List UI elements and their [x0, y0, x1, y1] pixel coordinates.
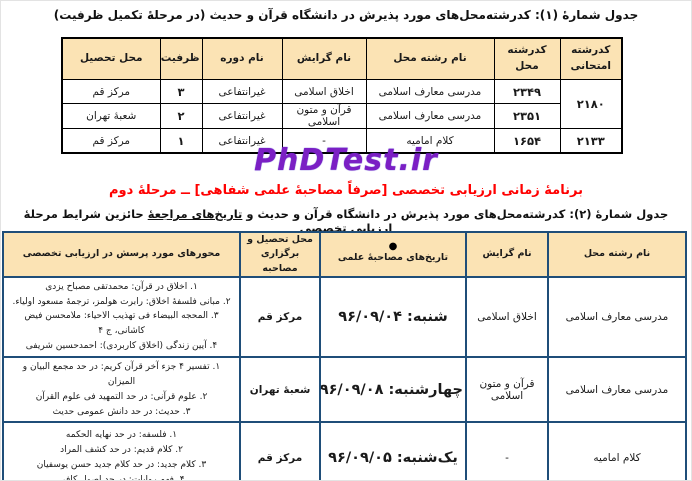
location-cell: شعبهٔ تهران — [61, 103, 161, 129]
location-cell: مرکز قم — [61, 79, 161, 104]
location-cell: مرکز قم — [239, 421, 321, 480]
topic-line: ۳. حدیث: در حد دانش عمومی حدیث — [52, 406, 191, 417]
topic-line: ۴. فهم روایات: در حد اصول کافی — [58, 474, 185, 481]
branch-cell: - — [281, 128, 367, 154]
course-cell: غیرانتفاعی — [201, 103, 283, 129]
topic-line: ۲. کلام قدیم: در حد کشف المراد — [60, 445, 183, 456]
topic-line: ۱. فلسفه: در حد نهایه الحکمه — [65, 430, 178, 441]
column-header-branch: نام گرایش — [281, 37, 367, 80]
table2-title-prefix: جدول شمارهٔ (۲): کدرشته‌محل‌های مورد پذی… — [242, 207, 669, 221]
exam-code-cell: ۲۱۳۳ — [559, 128, 623, 154]
topics-cell: ۱. اخلاق در قرآن: محمدتقی مصباح یزدی ۲. … — [2, 275, 241, 358]
table-row: مدرسی معارف اسلامی قرآن و متون اسلامی چه… — [2, 355, 687, 424]
code-cell: ۲۳۵۱ — [493, 103, 561, 129]
table-row: کلام امامیه - یک‌شنبه: ۹۶/۰۹/۰۵ مرکز قم … — [2, 421, 687, 481]
interview-date-cell: یک‌شنبه: ۹۶/۰۹/۰۵ — [319, 421, 467, 480]
location-cell: مرکز قم — [239, 275, 321, 358]
field-cell: کلام امامیه — [547, 421, 687, 480]
field-cell: مدرسی معارف اسلامی — [365, 103, 495, 129]
branch-cell: اخلاق اسلامی — [281, 79, 367, 104]
column-header-capacity: ظرفیت — [159, 37, 203, 80]
topic-line: ۴. آیین زندگی (اخلاق کاربردی): احمدحسین … — [25, 341, 218, 352]
code-cell: ۲۳۴۹ — [493, 79, 561, 104]
exam-code-cell: ۲۱۸۰ — [559, 79, 623, 129]
topic-line: ۲. علوم قرآنی: در حد التمهید فی علوم الق… — [35, 391, 208, 402]
table-row: مدرسی معارف اسلامی اخلاق اسلامی شنبه: ۹۶… — [2, 275, 687, 358]
column-header-interview-location: محل تحصیل و برگزاری مصاحبه — [239, 231, 321, 278]
column-header-question-topics: محورهای مورد پرسش در ارزیابی تخصصی — [2, 231, 241, 278]
column-header-field: نام رشته محل — [365, 37, 495, 80]
field-cell: مدرسی معارف اسلامی — [547, 355, 687, 424]
table2-title-underlined: تاریخ‌های مراجعهٔ — [147, 207, 243, 221]
capacity-cell: ۱ — [159, 128, 203, 154]
code-cell: ۱۶۵۴ — [493, 128, 561, 154]
branch-cell: قرآن و متون اسلامی — [281, 103, 367, 129]
course-cell: غیرانتفاعی — [201, 128, 283, 154]
table1-header-row: کدرشته امتحانی کدرشته محل نام رشته محل ن… — [61, 37, 623, 80]
branch-cell: - — [465, 421, 549, 480]
branch-cell: قرآن و متون اسلامی — [465, 355, 549, 424]
location-cell: شعبهٔ تهران — [239, 355, 321, 424]
interview-date-cell: شنبه: ۹۶/۰۹/۰۴ — [319, 275, 467, 358]
table1-title: جدول شمارهٔ (۱): کدرشته‌محل‌های مورد پذی… — [53, 8, 639, 22]
interview-date-cell: چهارشنبه: ۹۶/۰۹/۰۸ — [319, 355, 467, 424]
field-cell: مدرسی معارف اسلامی — [365, 79, 495, 104]
column-header-location: محل تحصیل — [61, 37, 161, 80]
capacity-cell: ۲ — [159, 103, 203, 129]
table2-header-row: نام رشته محل نام گرایش ● تاریخ‌های مصاحب… — [2, 231, 687, 278]
table-row: ۲۳۵۱ مدرسی معارف اسلامی قرآن و متون اسلا… — [61, 103, 622, 129]
column-header-exam-code: کدرشته امتحانی — [559, 37, 623, 80]
column-header-field: نام رشته محل — [547, 231, 687, 278]
table-row: ۲۱۳۳ ۱۶۵۴ کلام امامیه - غیرانتفاعی ۱ مرک… — [61, 128, 623, 154]
footnote-dot-icon: ● — [388, 241, 398, 253]
column-header-interview-dates: ● تاریخ‌های مصاحبهٔ علمی — [319, 231, 467, 278]
topic-line: ۲. مبانی فلسفهٔ اخلاق: رابرت هولمز، ترجم… — [12, 296, 231, 307]
table1-admission-codes: کدرشته امتحانی کدرشته محل نام رشته محل ن… — [61, 37, 623, 154]
table2-interview-schedule: نام رشته محل نام گرایش ● تاریخ‌های مصاحب… — [2, 231, 687, 481]
location-cell: مرکز قم — [61, 128, 161, 154]
column-header-branch: نام گرایش — [465, 231, 549, 278]
interview-dates-label: تاریخ‌های مصاحبهٔ علمی — [337, 252, 449, 264]
column-header-code: کدرشته محل — [493, 37, 561, 80]
field-cell: کلام امامیه — [365, 128, 495, 154]
topic-line: ۱. تفسیر ۴ جزء آخر قرآن کریم: در حد مجمع… — [22, 361, 221, 387]
column-header-course: نام دوره — [201, 37, 283, 80]
branch-cell: اخلاق اسلامی — [465, 275, 549, 358]
phdtest-watermark: PhDTest.ir — [254, 143, 438, 178]
field-cell: مدرسی معارف اسلامی — [547, 275, 687, 358]
topic-line: ۳. کلام جدید: در حد کلام جدید حسن یوسفیا… — [36, 460, 207, 471]
topics-cell: ۱. تفسیر ۴ جزء آخر قرآن کریم: در حد مجمع… — [2, 355, 241, 424]
topics-cell: ۱. فلسفه: در حد نهایه الحکمه ۲. کلام قدی… — [2, 421, 241, 481]
topic-line: ۳. المحجه البیضاء فی تهذیب الاحیاء: ملام… — [24, 311, 219, 337]
table-row: ۲۱۸۰ ۲۳۴۹ مدرسی معارف اسلامی اخلاق اسلام… — [61, 79, 623, 129]
capacity-cell: ۳ — [159, 79, 203, 104]
topic-line: ۱. اخلاق در قرآن: محمدتقی مصباح یزدی — [45, 281, 198, 292]
course-cell: غیرانتفاعی — [201, 79, 283, 104]
schedule-banner: برنامهٔ زمانی ارزیابی تخصصی [صرفاً مصاحب… — [109, 183, 583, 198]
